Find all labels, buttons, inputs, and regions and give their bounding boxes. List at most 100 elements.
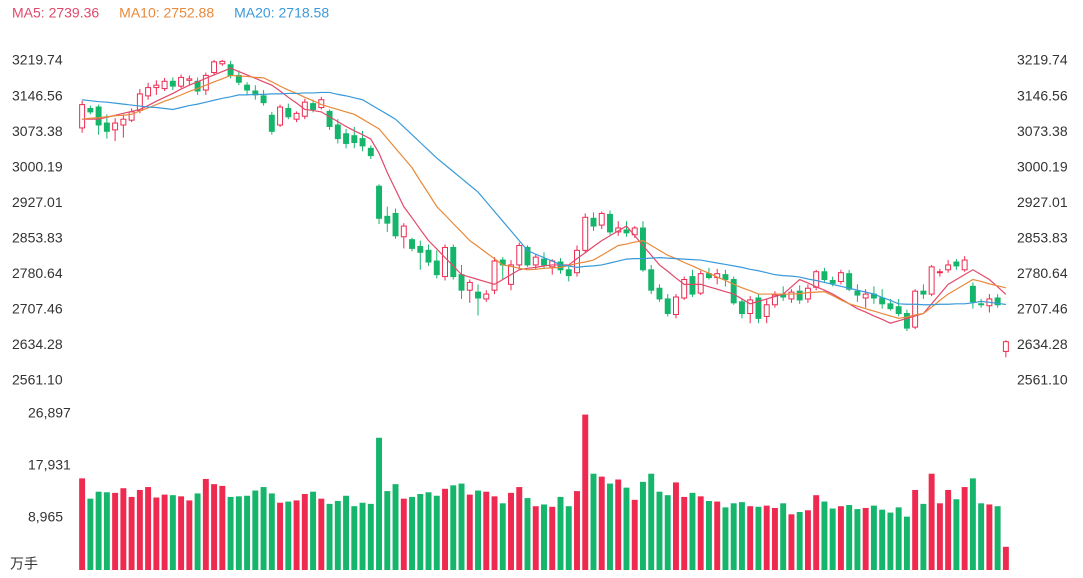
legend-entry: MA5: 2739.36 bbox=[12, 5, 99, 21]
volume-bar bbox=[879, 509, 886, 570]
volume-bar bbox=[145, 487, 152, 570]
volume-bar bbox=[499, 503, 506, 570]
volume-bar bbox=[961, 487, 968, 570]
candle-body bbox=[145, 87, 152, 97]
volume-bar bbox=[788, 514, 795, 570]
volume-bar bbox=[738, 502, 745, 570]
candle-body bbox=[359, 138, 366, 147]
volume-bar bbox=[376, 437, 383, 570]
candle-body bbox=[343, 133, 350, 144]
volume-bar bbox=[87, 498, 94, 570]
volume-bar bbox=[821, 501, 828, 570]
volume-bar bbox=[95, 491, 102, 570]
volume-bar bbox=[664, 495, 671, 570]
volume-bar bbox=[194, 493, 201, 570]
candle-body bbox=[211, 61, 218, 74]
y-tick-label: 2707.46 bbox=[12, 301, 63, 317]
volume-bar bbox=[936, 503, 943, 570]
volume-bar bbox=[945, 489, 952, 570]
candle-body bbox=[326, 110, 333, 127]
volume-bar bbox=[442, 488, 448, 570]
candle-body bbox=[590, 217, 597, 227]
candle-body bbox=[376, 185, 383, 219]
candle-body bbox=[631, 227, 638, 236]
volume-tick-label: 8,965 bbox=[28, 509, 63, 525]
volume-bar bbox=[277, 502, 284, 570]
candle-body bbox=[153, 84, 160, 89]
volume-bar bbox=[458, 483, 465, 570]
volume-bar bbox=[516, 487, 523, 570]
volume-bar bbox=[128, 496, 135, 570]
candle-body bbox=[466, 281, 473, 291]
volume-bar bbox=[384, 491, 391, 570]
candle-body bbox=[994, 297, 1001, 306]
volume-bar bbox=[862, 507, 869, 570]
candle-body bbox=[541, 258, 547, 266]
candle-body bbox=[738, 301, 745, 315]
volume-bar bbox=[681, 496, 688, 570]
candle-body bbox=[458, 274, 465, 291]
candle-body bbox=[928, 266, 935, 295]
volume-bar bbox=[169, 495, 176, 570]
volume-bar bbox=[623, 487, 630, 570]
candle-body bbox=[640, 227, 646, 271]
volume-bar bbox=[582, 414, 589, 570]
candle-body bbox=[516, 244, 523, 266]
volume-bar bbox=[318, 498, 325, 570]
volume-bar bbox=[79, 478, 86, 570]
volume-bar bbox=[714, 501, 721, 570]
candle-body bbox=[961, 259, 968, 271]
volume-bar bbox=[755, 506, 762, 570]
volume-bar bbox=[829, 508, 836, 570]
y-tick-label-right: 3000.19 bbox=[1017, 158, 1068, 174]
candle-body bbox=[648, 269, 655, 291]
volume-bar bbox=[549, 506, 556, 570]
candle-body bbox=[293, 112, 300, 120]
volume-bar bbox=[689, 492, 696, 570]
candle-body bbox=[425, 249, 432, 263]
candle-body bbox=[969, 285, 976, 303]
candle-body bbox=[277, 106, 284, 126]
volume-bar bbox=[508, 492, 514, 570]
candle-body bbox=[178, 76, 185, 87]
candle-body bbox=[400, 225, 407, 238]
legend-entry: MA10: 2752.88 bbox=[119, 5, 214, 21]
volume-bar bbox=[359, 502, 366, 570]
volume-bar bbox=[928, 473, 935, 570]
candle-body bbox=[697, 273, 704, 294]
volume-bar bbox=[631, 499, 638, 570]
candle-body bbox=[409, 239, 416, 249]
candle-body bbox=[244, 84, 251, 91]
volume-bar bbox=[343, 495, 350, 570]
candle-body bbox=[1002, 341, 1009, 352]
candle-body bbox=[202, 74, 209, 91]
ma-line bbox=[82, 74, 1007, 319]
candle-body bbox=[912, 290, 919, 328]
candle-body bbox=[689, 276, 696, 295]
candle-body bbox=[730, 279, 737, 304]
candle-body bbox=[664, 298, 671, 315]
volume-bar bbox=[607, 483, 613, 570]
candle-body bbox=[260, 95, 267, 104]
volume-bar bbox=[895, 507, 902, 570]
volume-bar bbox=[648, 473, 655, 570]
ma-line bbox=[82, 91, 1006, 306]
volume-tick-label: 17,931 bbox=[28, 457, 71, 473]
candle-body bbox=[351, 135, 358, 143]
candle-body bbox=[623, 229, 630, 234]
volume-bar bbox=[590, 473, 597, 570]
candle-body bbox=[804, 287, 811, 300]
candle-body bbox=[95, 106, 102, 126]
candle-body bbox=[532, 256, 539, 266]
candle-body bbox=[829, 279, 836, 284]
candle-body bbox=[169, 80, 176, 87]
candle-body bbox=[475, 291, 481, 299]
y-tick-label: 2927.01 bbox=[12, 194, 63, 210]
volume-bar bbox=[417, 494, 424, 570]
y-tick-label-right: 3219.74 bbox=[1017, 52, 1068, 68]
candle-body bbox=[953, 261, 960, 267]
volume-bar bbox=[351, 506, 358, 570]
y-tick-label-right: 2707.46 bbox=[1017, 301, 1068, 317]
candle-body bbox=[268, 114, 275, 132]
volume-bar bbox=[268, 493, 275, 570]
